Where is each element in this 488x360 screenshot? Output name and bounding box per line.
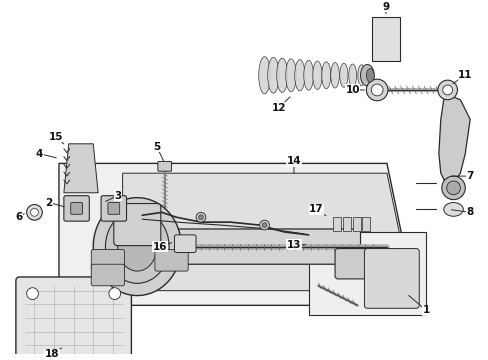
Ellipse shape (360, 64, 373, 86)
Bar (362, 217, 369, 231)
Ellipse shape (262, 222, 266, 228)
Ellipse shape (267, 57, 279, 93)
FancyBboxPatch shape (91, 264, 124, 286)
Text: 16: 16 (152, 242, 167, 252)
Text: 1: 1 (422, 305, 429, 315)
Ellipse shape (109, 288, 121, 300)
Ellipse shape (446, 181, 459, 195)
Ellipse shape (366, 68, 373, 82)
FancyBboxPatch shape (158, 161, 171, 171)
Ellipse shape (366, 79, 387, 101)
Text: 8: 8 (466, 207, 473, 217)
Text: 9: 9 (382, 2, 389, 12)
Ellipse shape (339, 63, 347, 87)
Polygon shape (59, 163, 415, 305)
Text: 11: 11 (457, 70, 471, 80)
FancyBboxPatch shape (64, 196, 89, 221)
Ellipse shape (196, 212, 205, 222)
Text: 12: 12 (271, 103, 286, 113)
Ellipse shape (443, 203, 462, 216)
Ellipse shape (258, 57, 270, 94)
FancyBboxPatch shape (71, 203, 82, 214)
Ellipse shape (441, 176, 464, 199)
Ellipse shape (118, 222, 157, 271)
Ellipse shape (259, 220, 269, 230)
Bar (371, 17, 399, 60)
Ellipse shape (442, 85, 451, 95)
Ellipse shape (198, 215, 203, 220)
Ellipse shape (370, 84, 382, 96)
Ellipse shape (312, 61, 322, 90)
Ellipse shape (357, 65, 365, 86)
Ellipse shape (330, 63, 339, 88)
Polygon shape (122, 173, 410, 291)
Text: 3: 3 (114, 191, 121, 201)
Polygon shape (64, 144, 98, 193)
Ellipse shape (294, 60, 305, 91)
FancyBboxPatch shape (174, 235, 196, 252)
FancyBboxPatch shape (334, 248, 394, 279)
FancyBboxPatch shape (364, 248, 418, 308)
Text: 2: 2 (45, 198, 53, 208)
Bar (332, 217, 340, 231)
Ellipse shape (372, 255, 390, 272)
Text: 6: 6 (15, 212, 22, 222)
Text: 10: 10 (345, 85, 359, 95)
Ellipse shape (105, 210, 169, 283)
Text: 15: 15 (49, 132, 63, 142)
Ellipse shape (27, 204, 42, 220)
Polygon shape (438, 95, 469, 183)
Ellipse shape (93, 198, 181, 296)
Ellipse shape (367, 249, 395, 277)
Ellipse shape (321, 62, 330, 89)
Text: 17: 17 (308, 204, 323, 215)
Bar (352, 217, 360, 231)
Ellipse shape (437, 80, 456, 100)
Text: 4: 4 (36, 149, 43, 159)
Ellipse shape (303, 60, 313, 90)
FancyBboxPatch shape (108, 203, 120, 214)
Text: 5: 5 (153, 142, 160, 152)
Text: 7: 7 (466, 171, 473, 181)
Polygon shape (308, 232, 425, 315)
Ellipse shape (285, 59, 296, 92)
Ellipse shape (276, 58, 287, 93)
Ellipse shape (31, 208, 39, 216)
FancyBboxPatch shape (114, 203, 161, 246)
Text: 18: 18 (45, 349, 59, 359)
Ellipse shape (27, 288, 39, 300)
FancyBboxPatch shape (155, 249, 188, 271)
Bar (342, 217, 350, 231)
FancyBboxPatch shape (101, 196, 126, 221)
FancyBboxPatch shape (91, 249, 124, 271)
Text: 14: 14 (286, 157, 301, 166)
FancyBboxPatch shape (16, 277, 131, 360)
Text: 13: 13 (286, 240, 301, 249)
Ellipse shape (348, 64, 356, 86)
FancyBboxPatch shape (129, 229, 360, 264)
